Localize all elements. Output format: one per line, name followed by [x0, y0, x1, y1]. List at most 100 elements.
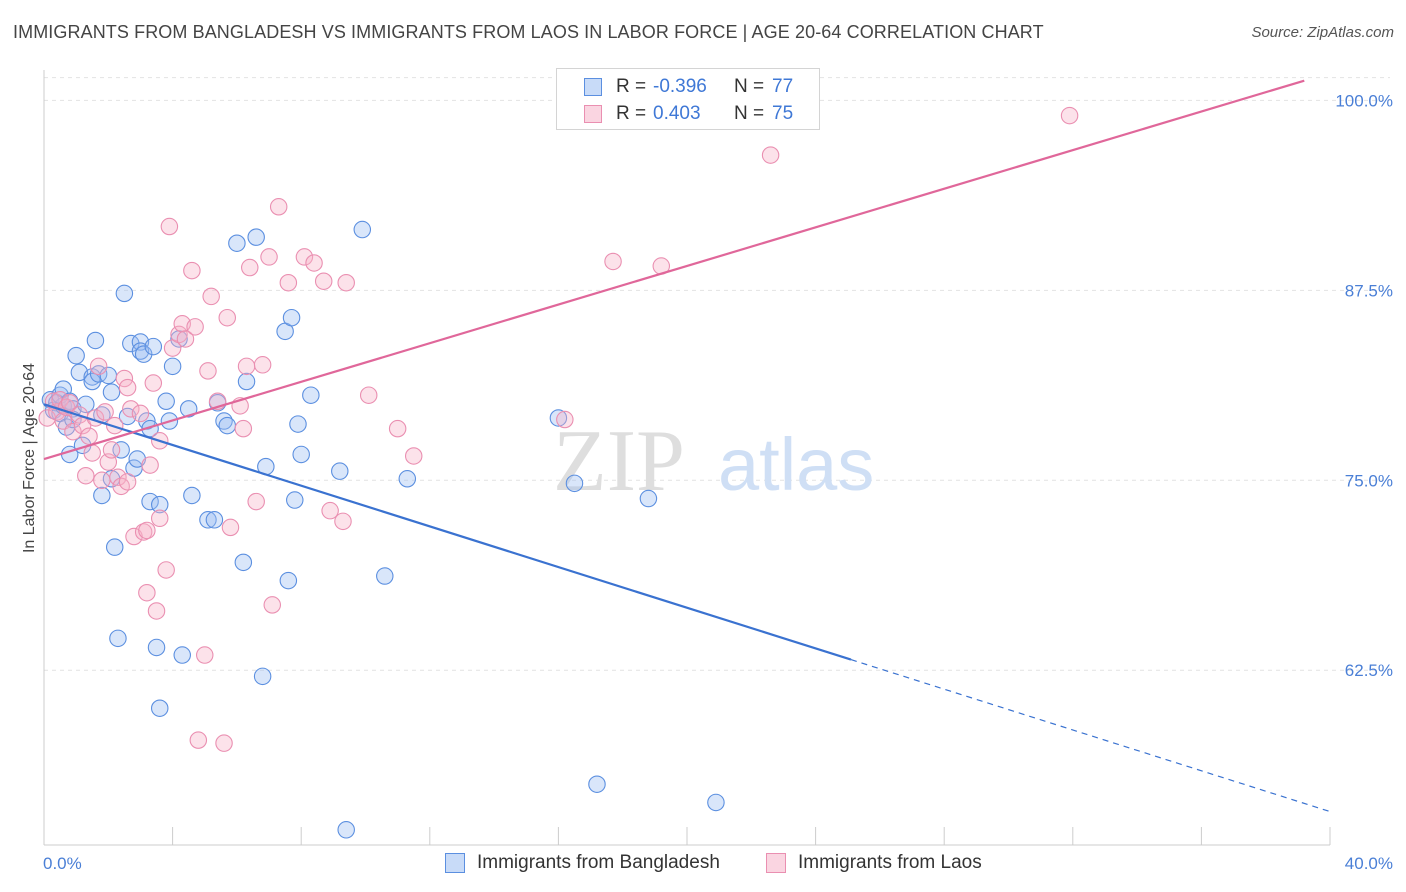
bangladesh-point — [279, 571, 298, 590]
laos-point — [1060, 106, 1079, 125]
laos-point — [253, 356, 272, 374]
bangladesh-point — [237, 372, 256, 391]
bangladesh-point — [205, 511, 224, 529]
bangladesh-point — [147, 638, 166, 657]
laos-point — [202, 287, 220, 306]
laos-point — [118, 473, 137, 491]
laos-point — [118, 378, 137, 397]
laos-point — [77, 466, 95, 485]
bangladesh-point — [163, 357, 182, 376]
bangladesh-point — [376, 567, 394, 585]
laos-point — [215, 734, 233, 752]
bangladesh-point — [93, 486, 111, 505]
watermark-zip: ZIP — [553, 413, 685, 510]
legend-label-bangladesh: Immigrants from Bangladesh — [477, 852, 720, 873]
bangladesh-point — [218, 416, 237, 435]
laos-point — [269, 198, 288, 216]
bangladesh-point — [173, 646, 191, 664]
laos-point — [761, 146, 780, 164]
laos-point — [234, 419, 253, 438]
bangladesh-point — [353, 220, 372, 239]
legend-r-value: -0.396 — [653, 76, 707, 97]
y-axis-label: In Labor Force | Age 20-64 — [21, 363, 38, 553]
bangladesh-point — [707, 793, 725, 812]
laos-point — [295, 248, 314, 266]
bangladesh-point — [179, 400, 198, 418]
bangladesh-point — [565, 474, 584, 493]
legend-swatch-bangladesh — [584, 78, 602, 96]
laos-point — [141, 456, 159, 474]
laos-point — [604, 252, 622, 271]
legend-swatch-laos — [584, 105, 602, 123]
bangladesh-point — [588, 775, 606, 793]
bangladesh-point — [157, 392, 175, 411]
legend-n-label: N = — [734, 103, 765, 124]
laos-point — [131, 404, 150, 423]
laos-point — [359, 386, 378, 404]
laos-point — [247, 492, 265, 511]
laos-point — [157, 561, 175, 579]
laos-point — [93, 471, 111, 490]
laos-trend-line — [43, 79, 1305, 461]
legend-label-laos: Immigrants from Laos — [798, 852, 982, 873]
legend-n-label: N = — [734, 76, 765, 97]
bangladesh-point — [102, 383, 121, 401]
laos-point — [183, 261, 201, 280]
laos-point — [147, 602, 166, 620]
bangladesh-point — [131, 342, 150, 360]
bangladesh-trend-line — [43, 403, 852, 661]
laos-point — [260, 248, 278, 266]
y-tick-label: 87.5% — [1345, 281, 1393, 300]
laos-point — [218, 308, 237, 327]
bangladesh-point — [549, 409, 568, 427]
laos-point — [556, 410, 574, 429]
x-tick-label: 0.0% — [43, 854, 82, 873]
bangladesh-trend-extension — [850, 659, 1331, 813]
bangladesh-point — [292, 445, 310, 464]
laos-point — [314, 272, 333, 290]
watermark-atlas: atlas — [718, 423, 874, 506]
y-tick-label: 62.5% — [1345, 661, 1393, 680]
legend-row-bangladesh: R = -0.396 N = 77 — [557, 74, 819, 100]
legend-swatch-laos — [766, 853, 786, 873]
laos-point — [196, 646, 214, 664]
laos-point — [122, 400, 140, 418]
laos-point — [334, 512, 352, 531]
bangladesh-point — [86, 331, 105, 350]
bangladesh-point — [183, 486, 201, 505]
bangladesh-point — [282, 308, 301, 327]
legend-n-value: 77 — [772, 76, 794, 97]
chart-title: IMMIGRANTS FROM BANGLADESH VS IMMIGRANTS… — [13, 22, 1044, 42]
axes — [43, 70, 1331, 846]
bangladesh-point — [234, 553, 253, 572]
bangladesh-point — [337, 821, 355, 839]
laos-point — [64, 422, 82, 441]
legend-r-label: R = — [616, 76, 647, 97]
laos-point — [96, 403, 114, 421]
legend-swatch-bangladesh — [445, 853, 465, 873]
bangladesh-point — [331, 462, 349, 480]
bangladesh-point — [150, 699, 169, 717]
laos-point — [160, 217, 179, 236]
bangladesh-point — [286, 491, 304, 509]
bangladesh-point — [70, 363, 89, 382]
laos-point — [241, 258, 259, 277]
bangladesh-point — [247, 228, 265, 246]
laos-point — [138, 521, 156, 540]
laos-point — [388, 419, 407, 438]
laos-point — [176, 330, 195, 348]
laos-point — [115, 369, 134, 388]
y-tick-label: 100.0% — [1335, 91, 1393, 110]
tick-labels: 62.5% 75.0% 87.5% 100.0% 0.0% 40.0% — [43, 91, 1393, 873]
series-legend: Immigrants from Bangladesh Immigrants fr… — [0, 852, 1406, 878]
laos-point — [305, 254, 323, 272]
laos-point — [404, 447, 423, 465]
bangladesh-point — [253, 667, 272, 686]
laos-point — [102, 441, 121, 459]
legend-row-laos: R = 0.403 N = 75 — [557, 101, 819, 127]
laos-point — [150, 509, 169, 528]
laos-point — [189, 731, 208, 749]
laos-point — [109, 468, 127, 487]
chart-source: Source: ZipAtlas.com — [1251, 24, 1394, 41]
bangladesh-point — [302, 386, 320, 404]
